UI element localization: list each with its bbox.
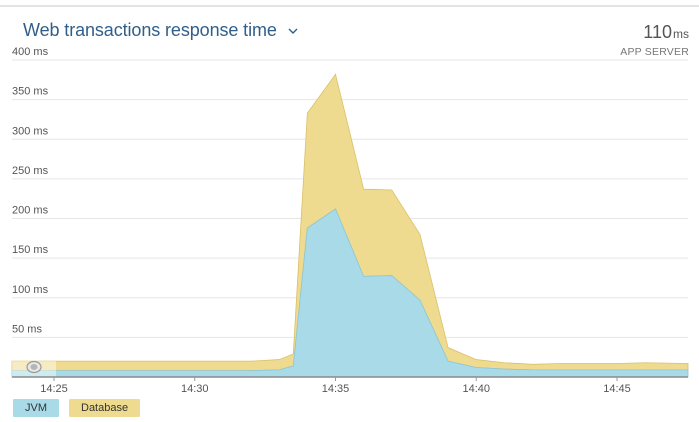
drag-handle-icon-center [30, 364, 38, 370]
top-border [0, 5, 699, 7]
y-tick-label: 300 ms [12, 125, 49, 137]
y-tick-label: 100 ms [12, 284, 49, 296]
x-tick-label: 14:25 [40, 383, 68, 395]
summary-metric: 110ms APP SERVER [620, 22, 689, 58]
summary-label: APP SERVER [620, 46, 689, 58]
y-tick-label: 250 ms [12, 165, 49, 177]
chart-title: Web transactions response time [23, 20, 277, 40]
y-tick-label: 50 ms [12, 323, 42, 335]
legend-item-jvm[interactable]: JVM [13, 399, 59, 417]
x-tick-label: 14:45 [603, 383, 631, 395]
y-tick-label: 150 ms [12, 244, 49, 256]
x-tick-label: 14:35 [322, 383, 350, 395]
x-tick-label: 14:30 [181, 383, 209, 395]
y-tick-label: 400 ms [12, 46, 49, 58]
chevron-down-icon [288, 28, 298, 34]
response-time-chart[interactable]: 400 ms 350 ms 300 ms 250 ms 200 ms 150 ms 100 … [0, 0, 699, 395]
chart-title-dropdown[interactable]: Web transactions response time [23, 20, 299, 41]
legend-item-database[interactable]: Database [69, 399, 141, 417]
summary-unit: ms [673, 27, 689, 41]
y-tick-label: 200 ms [12, 205, 49, 217]
summary-value: 110 [643, 22, 672, 42]
chart-legend: JVM Database [13, 399, 141, 417]
x-tick-label: 14:40 [462, 383, 490, 395]
y-tick-label: 350 ms [12, 86, 49, 98]
